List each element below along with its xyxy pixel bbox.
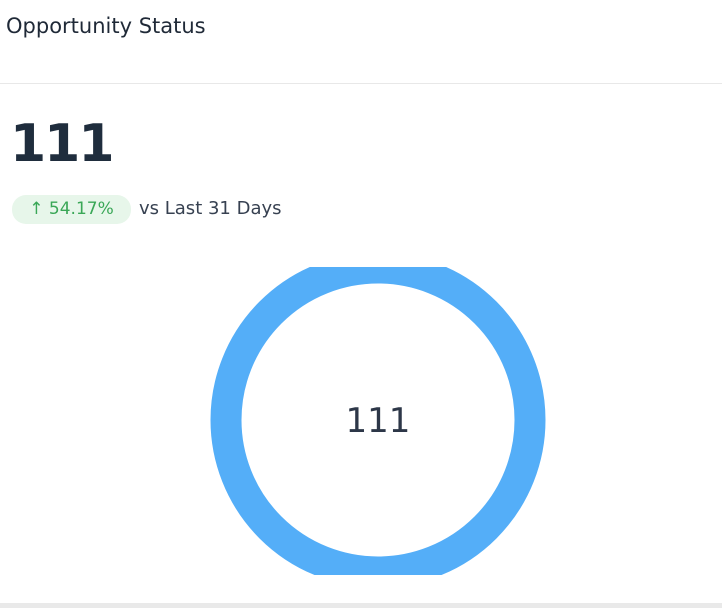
- donut-segment: [210, 267, 546, 575]
- change-value: 54.17%: [48, 199, 114, 219]
- change-badge: ↑ 54.17%: [12, 195, 131, 224]
- divider: [0, 83, 722, 84]
- bottom-border: [0, 603, 722, 608]
- donut-center-label: 111: [346, 401, 411, 441]
- donut-group: [210, 267, 546, 575]
- change-arrow: ↑: [29, 199, 44, 219]
- metric-value: 111: [10, 114, 115, 174]
- widget-title: Opportunity Status: [6, 14, 206, 38]
- comparison-text: vs Last 31 Days: [139, 198, 282, 219]
